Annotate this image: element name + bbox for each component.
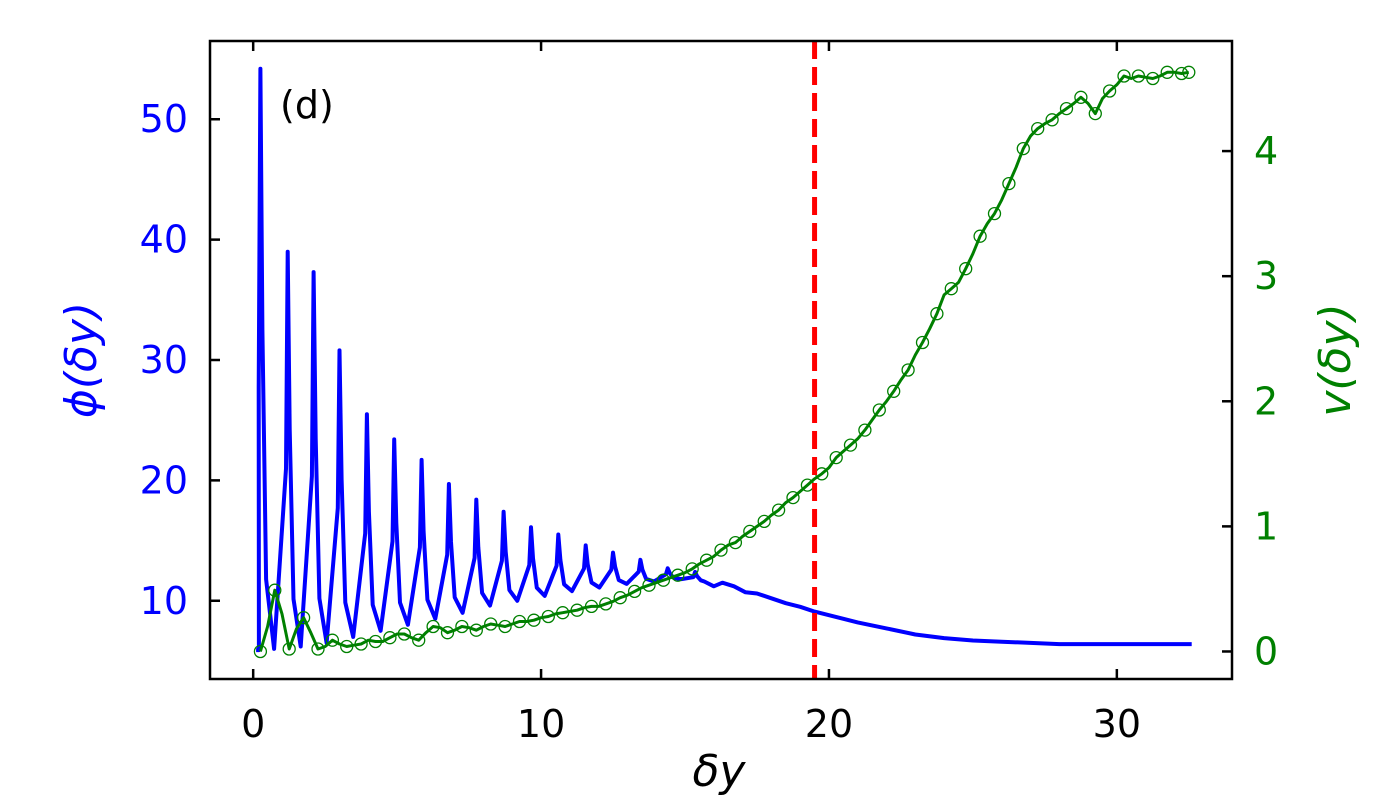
left-y-tick-label: 10 <box>140 579 188 623</box>
left-y-tick-label: 40 <box>140 218 188 262</box>
panel-label: (d) <box>280 83 334 127</box>
v-series-marker <box>843 438 858 452</box>
v-series-marker <box>412 633 426 647</box>
v-series-marker <box>340 639 354 654</box>
v-series-marker <box>656 573 671 587</box>
v-series-marker <box>930 307 944 321</box>
v-series-marker <box>987 206 1002 221</box>
phi-series-line <box>256 66 1192 653</box>
v-series-marker <box>1002 176 1016 191</box>
right-y-axis-title: v(δy) <box>1310 303 1361 416</box>
right-y-tick-label: 2 <box>1254 379 1278 423</box>
v-series-marker <box>268 583 282 597</box>
v-series-marker <box>627 584 642 599</box>
v-series-marker <box>613 591 627 605</box>
v-series-marker <box>311 642 325 656</box>
v-series-marker <box>829 450 843 465</box>
v-series-marker <box>757 514 771 529</box>
v-series-marker <box>296 611 311 625</box>
x-axis-title: δy <box>693 746 747 797</box>
right-y-tick-label: 1 <box>1254 504 1278 548</box>
v-series-marker <box>1031 121 1045 136</box>
v-series-marker <box>901 363 915 377</box>
series-layer <box>253 41 1196 679</box>
v-series-marker <box>959 262 973 276</box>
v-series-marker <box>282 642 296 656</box>
v-series-marker <box>469 623 483 637</box>
v-series-marker <box>354 637 368 651</box>
v-series-marker <box>484 617 498 631</box>
v-series-marker <box>253 644 268 659</box>
v-series-marker <box>584 599 599 614</box>
v-series-marker <box>714 543 728 557</box>
v-series-marker <box>1182 65 1196 79</box>
v-series-marker <box>1074 90 1088 104</box>
v-series-marker <box>527 613 541 627</box>
v-series-marker <box>743 524 757 539</box>
v-series-marker <box>786 490 800 505</box>
v-series-marker <box>397 627 411 641</box>
v-series-marker <box>887 384 901 398</box>
x-tick-label: 0 <box>241 702 265 746</box>
left-y-tick-label: 50 <box>140 97 188 141</box>
v-series-marker <box>512 614 527 629</box>
v-series-line <box>258 70 1190 652</box>
v-series-marker <box>1045 113 1059 127</box>
v-series-marker <box>498 619 512 634</box>
v-series-marker <box>1160 65 1174 79</box>
v-series-marker <box>771 503 786 517</box>
v-series-marker <box>1131 69 1146 83</box>
v-series-marker <box>685 562 699 576</box>
x-tick-label: 30 <box>1093 702 1141 746</box>
v-series-marker <box>1088 106 1102 121</box>
left-y-axis-title: ϕ(δy) <box>56 302 107 418</box>
v-series-marker <box>1146 71 1160 86</box>
v-series-marker <box>325 633 340 647</box>
v-series-marker <box>728 535 743 550</box>
v-series-marker <box>1174 66 1189 81</box>
ticks-layer: 0 10 20 30 10 20 30 40 50 0 1 2 3 4 <box>140 41 1278 746</box>
v-series-marker <box>426 619 440 634</box>
left-y-tick-label: 30 <box>140 338 188 382</box>
v-series-marker <box>944 282 958 296</box>
v-series-marker <box>1102 84 1117 98</box>
v-series-marker <box>599 597 613 611</box>
v-series-marker <box>440 626 455 640</box>
v-series-marker <box>671 568 685 582</box>
left-y-tick-label: 20 <box>140 458 188 502</box>
v-series-marker <box>455 619 469 634</box>
v-series-marker <box>642 578 656 592</box>
v-series-marker <box>915 335 930 350</box>
v-series-marker <box>556 606 570 620</box>
v-series-marker <box>541 609 555 624</box>
v-series-marker <box>1016 141 1030 156</box>
v-series-marker <box>699 553 714 567</box>
right-y-tick-label: 4 <box>1254 129 1278 173</box>
v-series-marker <box>570 603 584 617</box>
v-series-marker <box>368 634 383 649</box>
right-y-tick-label: 0 <box>1254 629 1278 673</box>
v-series-marker <box>858 423 872 437</box>
x-tick-label: 10 <box>517 702 565 746</box>
v-series-marker <box>973 229 987 243</box>
v-series-marker <box>872 403 886 417</box>
right-y-tick-label: 3 <box>1254 254 1278 298</box>
x-tick-label: 20 <box>805 702 853 746</box>
v-series-marker <box>1117 69 1131 83</box>
v-series-marker <box>1059 101 1074 116</box>
v-series-marker <box>383 631 397 645</box>
